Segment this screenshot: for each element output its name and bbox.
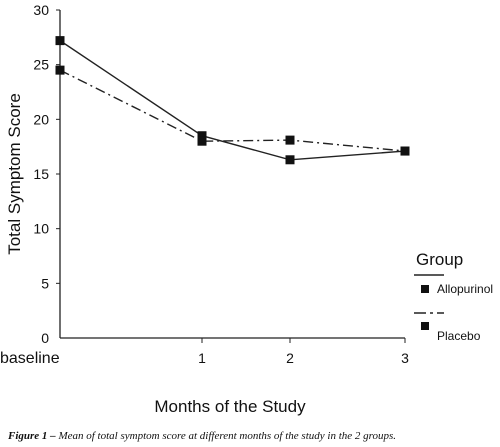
x-tick-label: 3: [401, 350, 409, 366]
data-point-allopurinol: [197, 131, 207, 141]
x-tick-label: 1: [198, 350, 206, 366]
legend-marker-placebo: [421, 322, 429, 330]
series-line-placebo: [59, 69, 406, 152]
y-tick-label: 25: [33, 57, 49, 73]
y-axis-title: Total Symptom Score: [5, 93, 24, 255]
y-tick-label: 10: [33, 221, 49, 237]
data-point-allopurinol: [55, 36, 65, 46]
y-tick-label: 0: [41, 330, 49, 346]
x-tick-label: baseline: [0, 350, 60, 367]
caption-label: Figure 1 –: [8, 430, 56, 442]
legend-label-placebo: Placebo: [437, 329, 481, 343]
legend-title: Group: [416, 250, 463, 269]
data-point-placebo: [400, 146, 410, 156]
y-tick-label: 20: [33, 111, 49, 127]
data-point-placebo: [285, 135, 295, 145]
x-ticks: baseline 1 2 3: [0, 338, 409, 367]
axes: [59, 10, 405, 339]
legend: Group Allopurinol Placebo: [414, 250, 493, 343]
y-ticks: 0 5 10 15 20 25 30: [33, 2, 60, 346]
legend-label-allopurinol: Allopurinol: [437, 282, 493, 296]
y-tick-label: 5: [41, 275, 49, 291]
legend-items: Allopurinol Placebo: [414, 274, 493, 343]
data-point-placebo: [55, 65, 65, 75]
x-axis-title: Months of the Study: [154, 397, 306, 416]
figure-caption: Figure 1 – Mean of total symptom score a…: [8, 430, 396, 442]
x-tick-label: 2: [286, 350, 294, 366]
chart: 0 5 10 15 20 25 30 baseline 1 2 3 Total Symptom S…: [0, 2, 493, 416]
data-point-placebo: [197, 136, 207, 146]
series-layer: [55, 36, 410, 165]
y-tick-label: 15: [33, 166, 49, 182]
caption-text: Mean of total symptom score at different…: [58, 430, 397, 442]
legend-marker-allopurinol: [421, 285, 429, 293]
y-tick-label: 30: [33, 2, 49, 18]
series-line-allopurinol: [59, 40, 406, 161]
data-point-allopurinol: [285, 155, 295, 165]
